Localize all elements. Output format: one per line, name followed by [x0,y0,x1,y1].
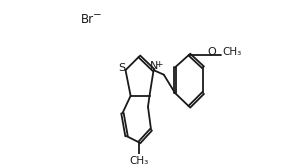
Text: Br: Br [81,13,94,26]
Text: +: + [155,60,163,69]
Text: N: N [149,61,158,71]
Text: S: S [118,63,125,73]
Text: O: O [207,47,216,57]
Text: CH₃: CH₃ [130,156,149,166]
Text: −: − [93,10,101,20]
Text: CH₃: CH₃ [223,47,242,57]
